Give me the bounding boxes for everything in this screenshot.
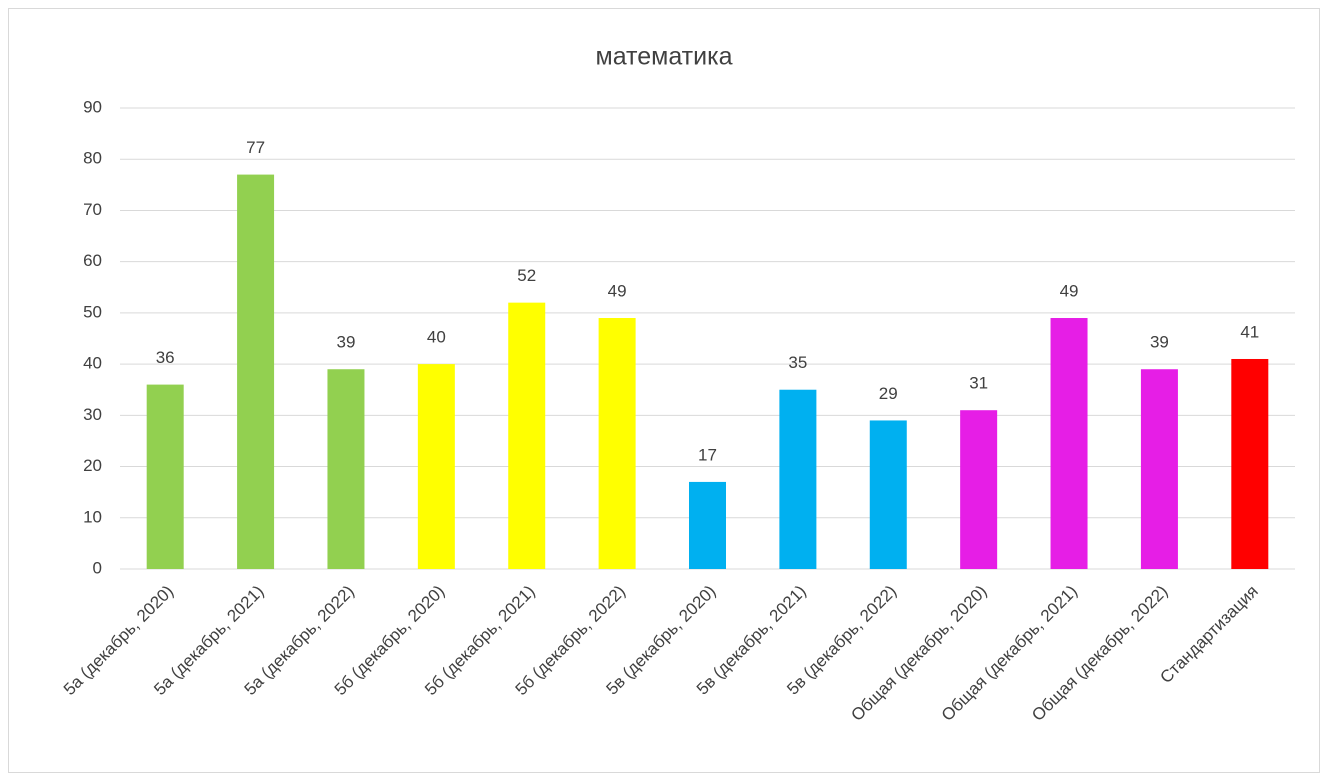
data-label: 17 — [698, 445, 717, 464]
bar — [1231, 358, 1269, 569]
bar — [598, 318, 636, 569]
y-tick-label: 0 — [93, 558, 102, 577]
data-label: 77 — [246, 138, 265, 157]
data-label: 36 — [156, 348, 175, 367]
data-label: 39 — [1150, 333, 1169, 352]
bar — [960, 410, 998, 569]
bar — [779, 389, 817, 569]
data-label: 40 — [427, 328, 446, 347]
data-label: 41 — [1240, 322, 1259, 341]
bar — [417, 364, 455, 569]
y-tick-label: 70 — [83, 200, 102, 219]
chart-title: математика — [596, 43, 733, 71]
bar — [689, 481, 726, 569]
chart-frame — [8, 8, 1320, 773]
bar — [146, 384, 184, 569]
data-label: 49 — [1060, 281, 1079, 300]
data-label: 35 — [788, 353, 807, 372]
y-tick-label: 60 — [83, 251, 102, 270]
y-tick-label: 20 — [83, 456, 102, 475]
data-label: 49 — [608, 281, 627, 300]
bar — [1050, 318, 1088, 569]
y-tick-label: 90 — [83, 97, 102, 116]
bar — [508, 302, 546, 569]
data-label: 39 — [337, 333, 356, 352]
bar — [1140, 369, 1178, 569]
y-tick-label: 80 — [83, 149, 102, 168]
bar — [869, 420, 907, 569]
data-label: 29 — [879, 384, 898, 403]
bar — [237, 174, 275, 570]
data-label: 31 — [969, 374, 988, 393]
data-label: 52 — [517, 266, 536, 285]
y-tick-label: 10 — [83, 507, 102, 526]
y-tick-label: 40 — [83, 354, 102, 373]
y-tick-label: 30 — [83, 405, 102, 424]
y-tick-label: 50 — [83, 302, 102, 321]
bar — [327, 369, 365, 569]
